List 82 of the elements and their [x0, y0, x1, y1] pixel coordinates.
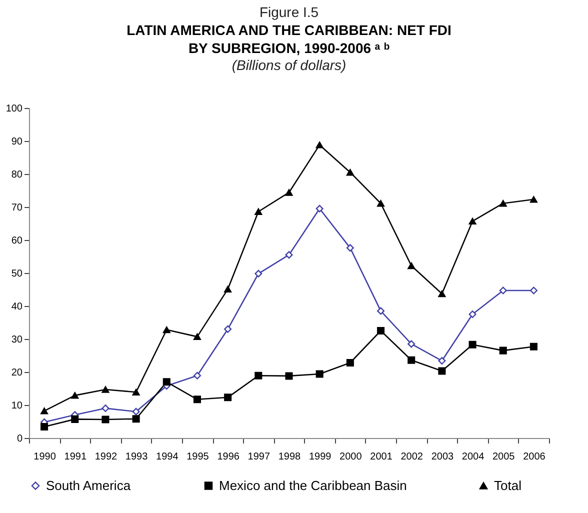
point — [408, 262, 416, 270]
point — [71, 415, 79, 423]
chart-subtitle: (Billions of dollars) — [232, 57, 346, 73]
point — [162, 326, 170, 334]
y-tick-label: 40 — [11, 302, 23, 312]
point — [40, 423, 48, 431]
x-tick-label: 2005 — [492, 452, 516, 462]
point — [254, 270, 262, 278]
point — [193, 333, 201, 340]
point — [438, 357, 446, 365]
point — [316, 370, 324, 378]
x-tick-label: 2001 — [370, 452, 393, 462]
y-tick-label: 10 — [11, 400, 23, 412]
point — [102, 404, 110, 412]
point — [132, 415, 140, 423]
point — [193, 396, 201, 404]
point — [132, 388, 140, 396]
point — [285, 251, 293, 259]
point — [499, 286, 507, 294]
y-tick-label: 60 — [11, 236, 23, 246]
x-tick-label: 2004 — [462, 452, 485, 462]
point — [71, 392, 79, 399]
point — [377, 200, 385, 207]
point — [530, 196, 538, 203]
x-tick-label: 1995 — [186, 452, 210, 462]
x-tick-label: 2002 — [400, 452, 424, 462]
point — [316, 204, 324, 212]
point — [408, 340, 416, 348]
legend-label: Mexico and the Caribbean Basin — [219, 478, 407, 493]
x-tick-label: 1996 — [217, 452, 240, 462]
text: Figure I.5 — [259, 4, 319, 20]
x-tick-label: 1992 — [94, 452, 118, 462]
point — [162, 378, 170, 386]
y-tick-label: 90 — [11, 136, 23, 148]
x-tick-label: 1998 — [278, 452, 302, 462]
x-tick-label: 1990 — [34, 452, 56, 462]
point — [132, 408, 140, 416]
y-tick-label: 70 — [11, 202, 23, 214]
point — [408, 356, 416, 364]
point — [468, 310, 476, 318]
x-tick-label: 1997 — [248, 452, 270, 462]
point — [468, 218, 476, 225]
legend-label: South America — [46, 478, 132, 493]
point — [438, 367, 446, 375]
point — [224, 394, 232, 402]
point — [499, 346, 507, 354]
y-tick-label: 80 — [11, 170, 23, 180]
chart-title: LATIN AMERICA AND THE CARIBBEAN: NET FDI BY SUBREGION, 1990-2006 ᵃ ᵇ — [126, 22, 452, 56]
point — [285, 372, 293, 380]
y-tick-label: 30 — [11, 334, 23, 346]
point — [346, 169, 354, 176]
point — [438, 290, 446, 298]
y-tick-label: 20 — [11, 368, 23, 378]
point — [377, 326, 385, 335]
point — [224, 325, 232, 333]
point — [346, 244, 354, 252]
point — [40, 408, 48, 414]
point — [254, 208, 262, 215]
x-tick-label: 1993 — [125, 452, 148, 462]
point — [468, 340, 476, 348]
point — [530, 342, 538, 350]
point — [316, 142, 324, 148]
legend-label: Total — [494, 478, 522, 493]
x-tick-label: 2003 — [431, 452, 454, 462]
point — [346, 359, 354, 367]
y-tick-label: 100 — [6, 104, 23, 114]
point — [530, 286, 538, 294]
point — [102, 416, 110, 424]
x-tick-label: 1999 — [308, 452, 332, 462]
point — [224, 286, 232, 293]
point — [102, 386, 110, 393]
y-tick-label: 0 — [16, 434, 23, 444]
point — [499, 200, 507, 207]
x-tick-label: 2006 — [523, 452, 546, 462]
x-tick-label: 2000 — [340, 452, 362, 462]
x-tick-label: 1994 — [156, 452, 179, 462]
point — [254, 372, 262, 380]
x-tick-label: 1991 — [64, 452, 87, 462]
point — [285, 189, 293, 196]
y-tick-label: 50 — [11, 268, 23, 280]
point — [193, 372, 201, 380]
point — [377, 307, 385, 315]
